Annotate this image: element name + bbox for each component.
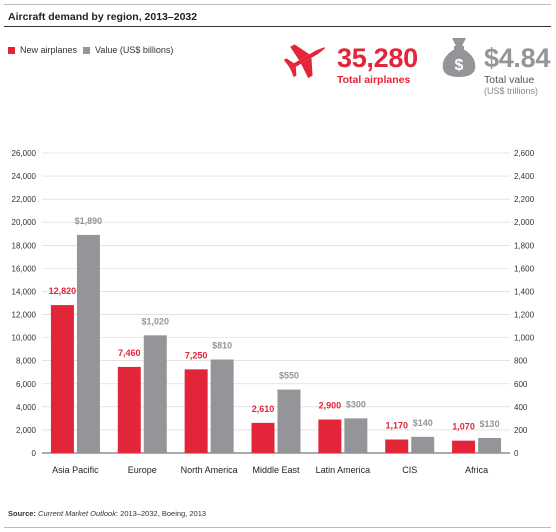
bar-chart: 0 0 2,000 200 4,000 400 6,000 600 8,000 800 10,000…	[12, 149, 535, 475]
data-label-value: $550	[279, 371, 299, 381]
y-right-tick-label: 2,200	[514, 195, 535, 204]
y-left-tick-label: 8,000	[16, 357, 37, 366]
y-left-tick-label: 24,000	[12, 172, 37, 181]
source-prefix: Source:	[8, 509, 36, 518]
y-left-tick-label: 0	[32, 449, 37, 458]
bottom-rule	[4, 527, 551, 528]
top-rule	[4, 4, 551, 5]
data-label-value: $1,020	[142, 316, 170, 326]
title-rule	[4, 26, 551, 27]
y-left-tick-label: 2,000	[16, 426, 37, 435]
y-right-tick-label: 1,000	[514, 334, 535, 343]
data-label-value: $140	[413, 418, 433, 428]
total-value-unit: (US$ trillions)	[484, 86, 539, 96]
legend-item-value: Value (US$ billions)	[83, 45, 173, 55]
total-airplanes-value: 35,280	[337, 43, 418, 73]
y-left-tick-label: 10,000	[12, 334, 37, 343]
y-right-tick-label: 400	[514, 403, 528, 412]
y-right-tick-label: 2,000	[514, 218, 535, 227]
bar-value	[277, 389, 301, 453]
data-label-new-airplanes: 7,250	[185, 350, 208, 360]
x-category-label: North America	[181, 465, 238, 475]
bar-new-airplanes	[318, 419, 342, 453]
x-category-label: Africa	[465, 465, 488, 475]
data-label-value: $810	[212, 341, 232, 351]
y-left-tick-label: 20,000	[12, 218, 37, 227]
chart-title: Aircraft demand by region, 2013–2032	[8, 11, 198, 23]
data-label-new-airplanes: 7,460	[118, 348, 141, 358]
y-left-tick-label: 6,000	[16, 380, 37, 389]
y-left-tick-label: 16,000	[12, 264, 37, 273]
y-right-tick-label: 2,400	[514, 172, 535, 181]
y-right-tick-label: 0	[514, 449, 519, 458]
bar-value	[478, 438, 502, 453]
source-publication: Current Market Outlook	[38, 509, 116, 518]
y-left-tick-label: 14,000	[12, 287, 37, 296]
x-category-label: Latin America	[316, 465, 371, 475]
bar-new-airplanes	[184, 369, 208, 453]
bar-new-airplanes	[452, 440, 476, 453]
bar-new-airplanes	[251, 422, 275, 453]
x-category-label: Europe	[128, 465, 157, 475]
data-label-new-airplanes: 2,610	[252, 404, 275, 414]
y-right-tick-label: 1,600	[514, 264, 535, 273]
data-label-new-airplanes: 1,070	[452, 422, 475, 432]
y-left-tick-label: 4,000	[16, 403, 37, 412]
legend-label-new-airplanes: New airplanes	[20, 45, 78, 55]
total-value-label: Total value	[484, 74, 535, 86]
y-left-tick-label: 26,000	[12, 149, 37, 158]
svg-text:$: $	[455, 57, 464, 74]
data-label-value: $1,890	[75, 216, 103, 226]
data-label-value: $130	[480, 419, 500, 429]
bar-value	[411, 436, 435, 453]
data-label-value: $300	[346, 399, 366, 409]
money-bag-icon: $	[442, 38, 476, 77]
bar-value	[210, 359, 234, 453]
y-right-tick-label: 1,400	[514, 287, 535, 296]
bar-value	[76, 234, 100, 453]
y-right-tick-label: 600	[514, 380, 528, 389]
y-left-tick-label: 12,000	[12, 311, 37, 320]
source-note: Source: Current Market Outlook: 2013–203…	[8, 509, 206, 518]
x-category-label: Middle East	[252, 465, 300, 475]
bar-value	[143, 335, 167, 453]
y-right-tick-label: 800	[514, 357, 528, 366]
y-left-tick-label: 22,000	[12, 195, 37, 204]
source-suffix: : 2013–2032, Boeing, 2013	[115, 509, 207, 518]
legend-item-new-airplanes: New airplanes	[8, 45, 77, 55]
total-value-value: $4.84	[484, 43, 551, 73]
data-label-new-airplanes: 2,900	[319, 401, 342, 411]
legend-swatch-value	[83, 46, 90, 54]
bar-new-airplanes	[50, 305, 74, 453]
y-right-tick-label: 1,200	[514, 311, 535, 320]
legend-label-value: Value (US$ billions)	[95, 45, 174, 55]
x-category-label: Asia Pacific	[52, 465, 99, 475]
bar-new-airplanes	[117, 366, 141, 453]
y-right-tick-label: 2,600	[514, 149, 535, 158]
y-left-tick-label: 18,000	[12, 241, 37, 250]
y-right-tick-label: 200	[514, 426, 528, 435]
total-airplanes-label: Total airplanes	[337, 74, 411, 86]
bar-value	[344, 418, 368, 453]
airplane-icon	[284, 44, 326, 79]
data-label-new-airplanes: 12,820	[49, 286, 77, 296]
x-category-label: CIS	[402, 465, 417, 475]
bar-new-airplanes	[385, 439, 409, 453]
legend-swatch-new-airplanes	[8, 46, 15, 54]
data-label-new-airplanes: 1,170	[385, 421, 408, 431]
y-right-tick-label: 1,800	[514, 241, 535, 250]
